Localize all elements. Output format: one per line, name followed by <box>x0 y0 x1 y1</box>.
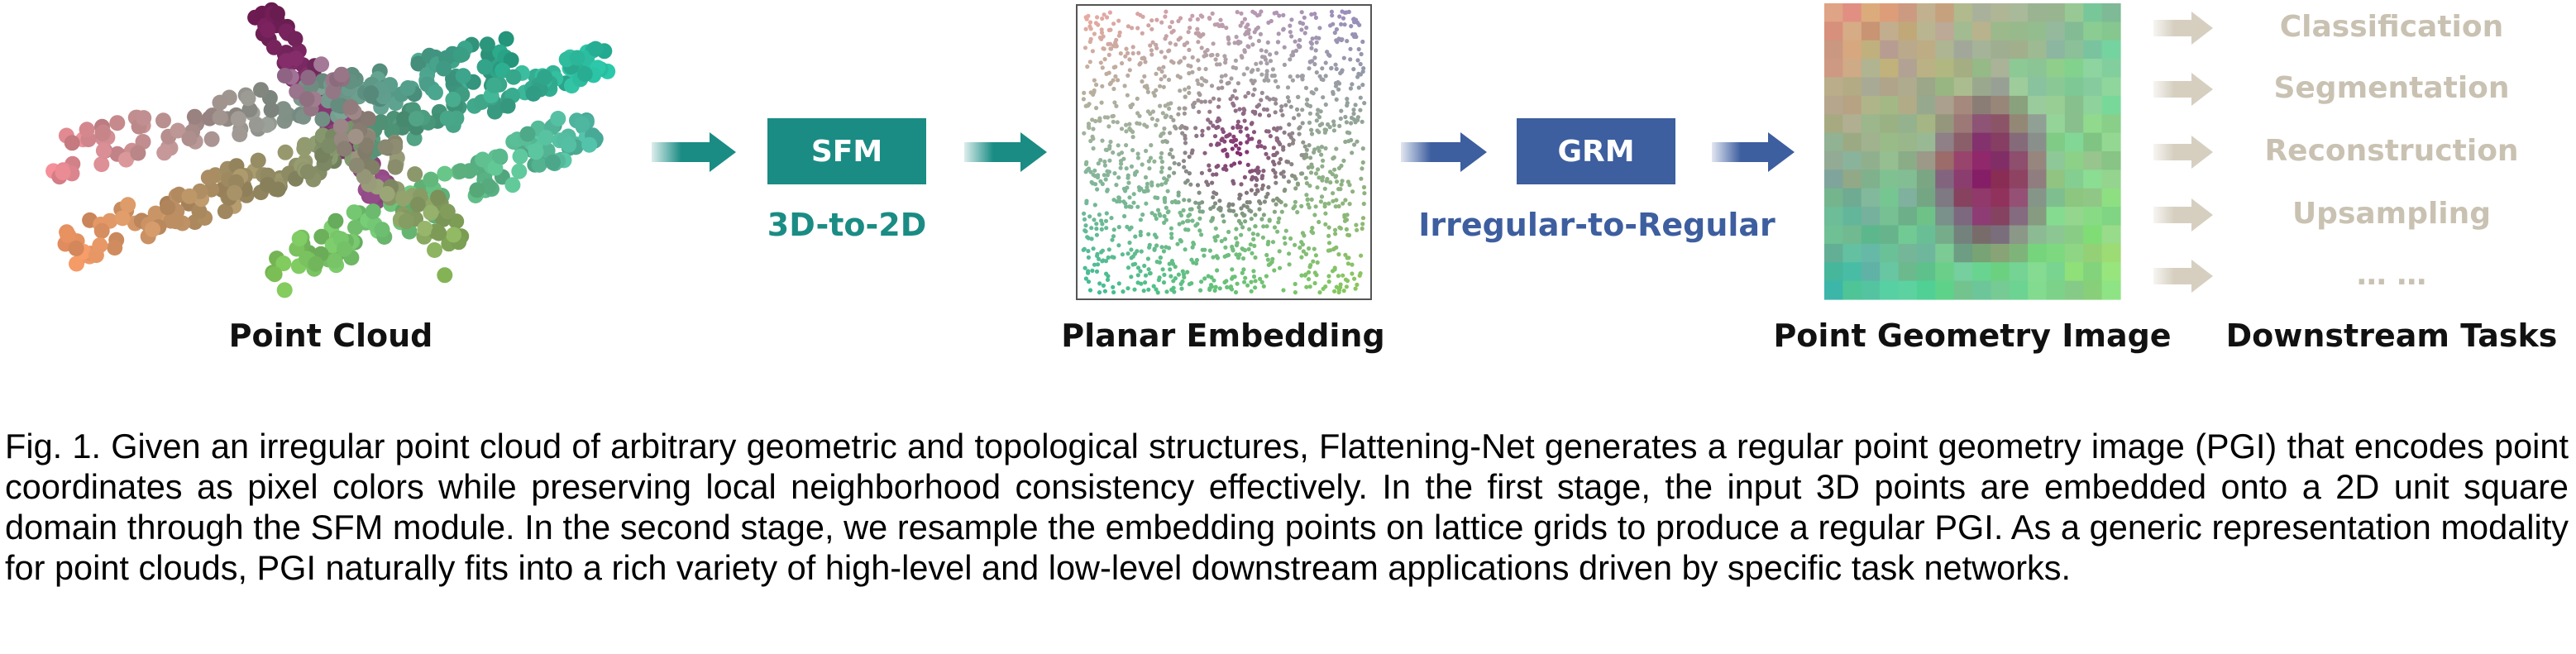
arrow-from-grm <box>1712 132 1795 172</box>
figure-graphics <box>45 2 2213 300</box>
task-arrow-2 <box>2153 136 2213 169</box>
arrow-from-sfm <box>964 132 1047 172</box>
task-segmentation: Segmentation <box>2273 71 2510 105</box>
planar-embedding-points <box>1081 9 1367 295</box>
sfm-box: SFM <box>767 118 926 184</box>
task-arrow-1 <box>2153 73 2213 106</box>
grm-label: GRM <box>1557 134 1635 169</box>
point-geometry-image <box>1824 3 2121 300</box>
task-arrow-0 <box>2153 12 2213 45</box>
sfm-sublabel: 3D-to-2D <box>767 207 927 243</box>
arrow-to-grm <box>1401 132 1487 172</box>
grm-sublabel: Irregular-to-Regular <box>1418 207 1775 243</box>
task-classification: Classification <box>2279 10 2504 44</box>
downstream-tasks-label: Downstream Tasks <box>2225 317 2558 354</box>
task-ellipsis: … … <box>2356 258 2427 292</box>
method-overview-figure: Point Cloud SFM 3D-to-2D Planar Embeddin… <box>45 2 2558 354</box>
figure-caption: Fig. 1. Given an irregular point cloud o… <box>5 427 2569 587</box>
arrow-to-sfm <box>652 132 736 172</box>
task-arrow-3 <box>2153 198 2213 232</box>
task-arrows <box>2153 12 2213 293</box>
point-cloud-image <box>45 2 616 298</box>
planar-embedding-label: Planar Embedding <box>1061 317 1385 354</box>
pgi-label: Point Geometry Image <box>1773 317 2172 354</box>
sfm-label: SFM <box>810 134 883 169</box>
grm-box: GRM <box>1517 118 1675 184</box>
point-cloud-label: Point Cloud <box>228 317 433 354</box>
task-reconstruction: Reconstruction <box>2264 134 2519 168</box>
task-upsampling: Upsampling <box>2292 197 2492 231</box>
task-arrow-4 <box>2153 260 2213 293</box>
